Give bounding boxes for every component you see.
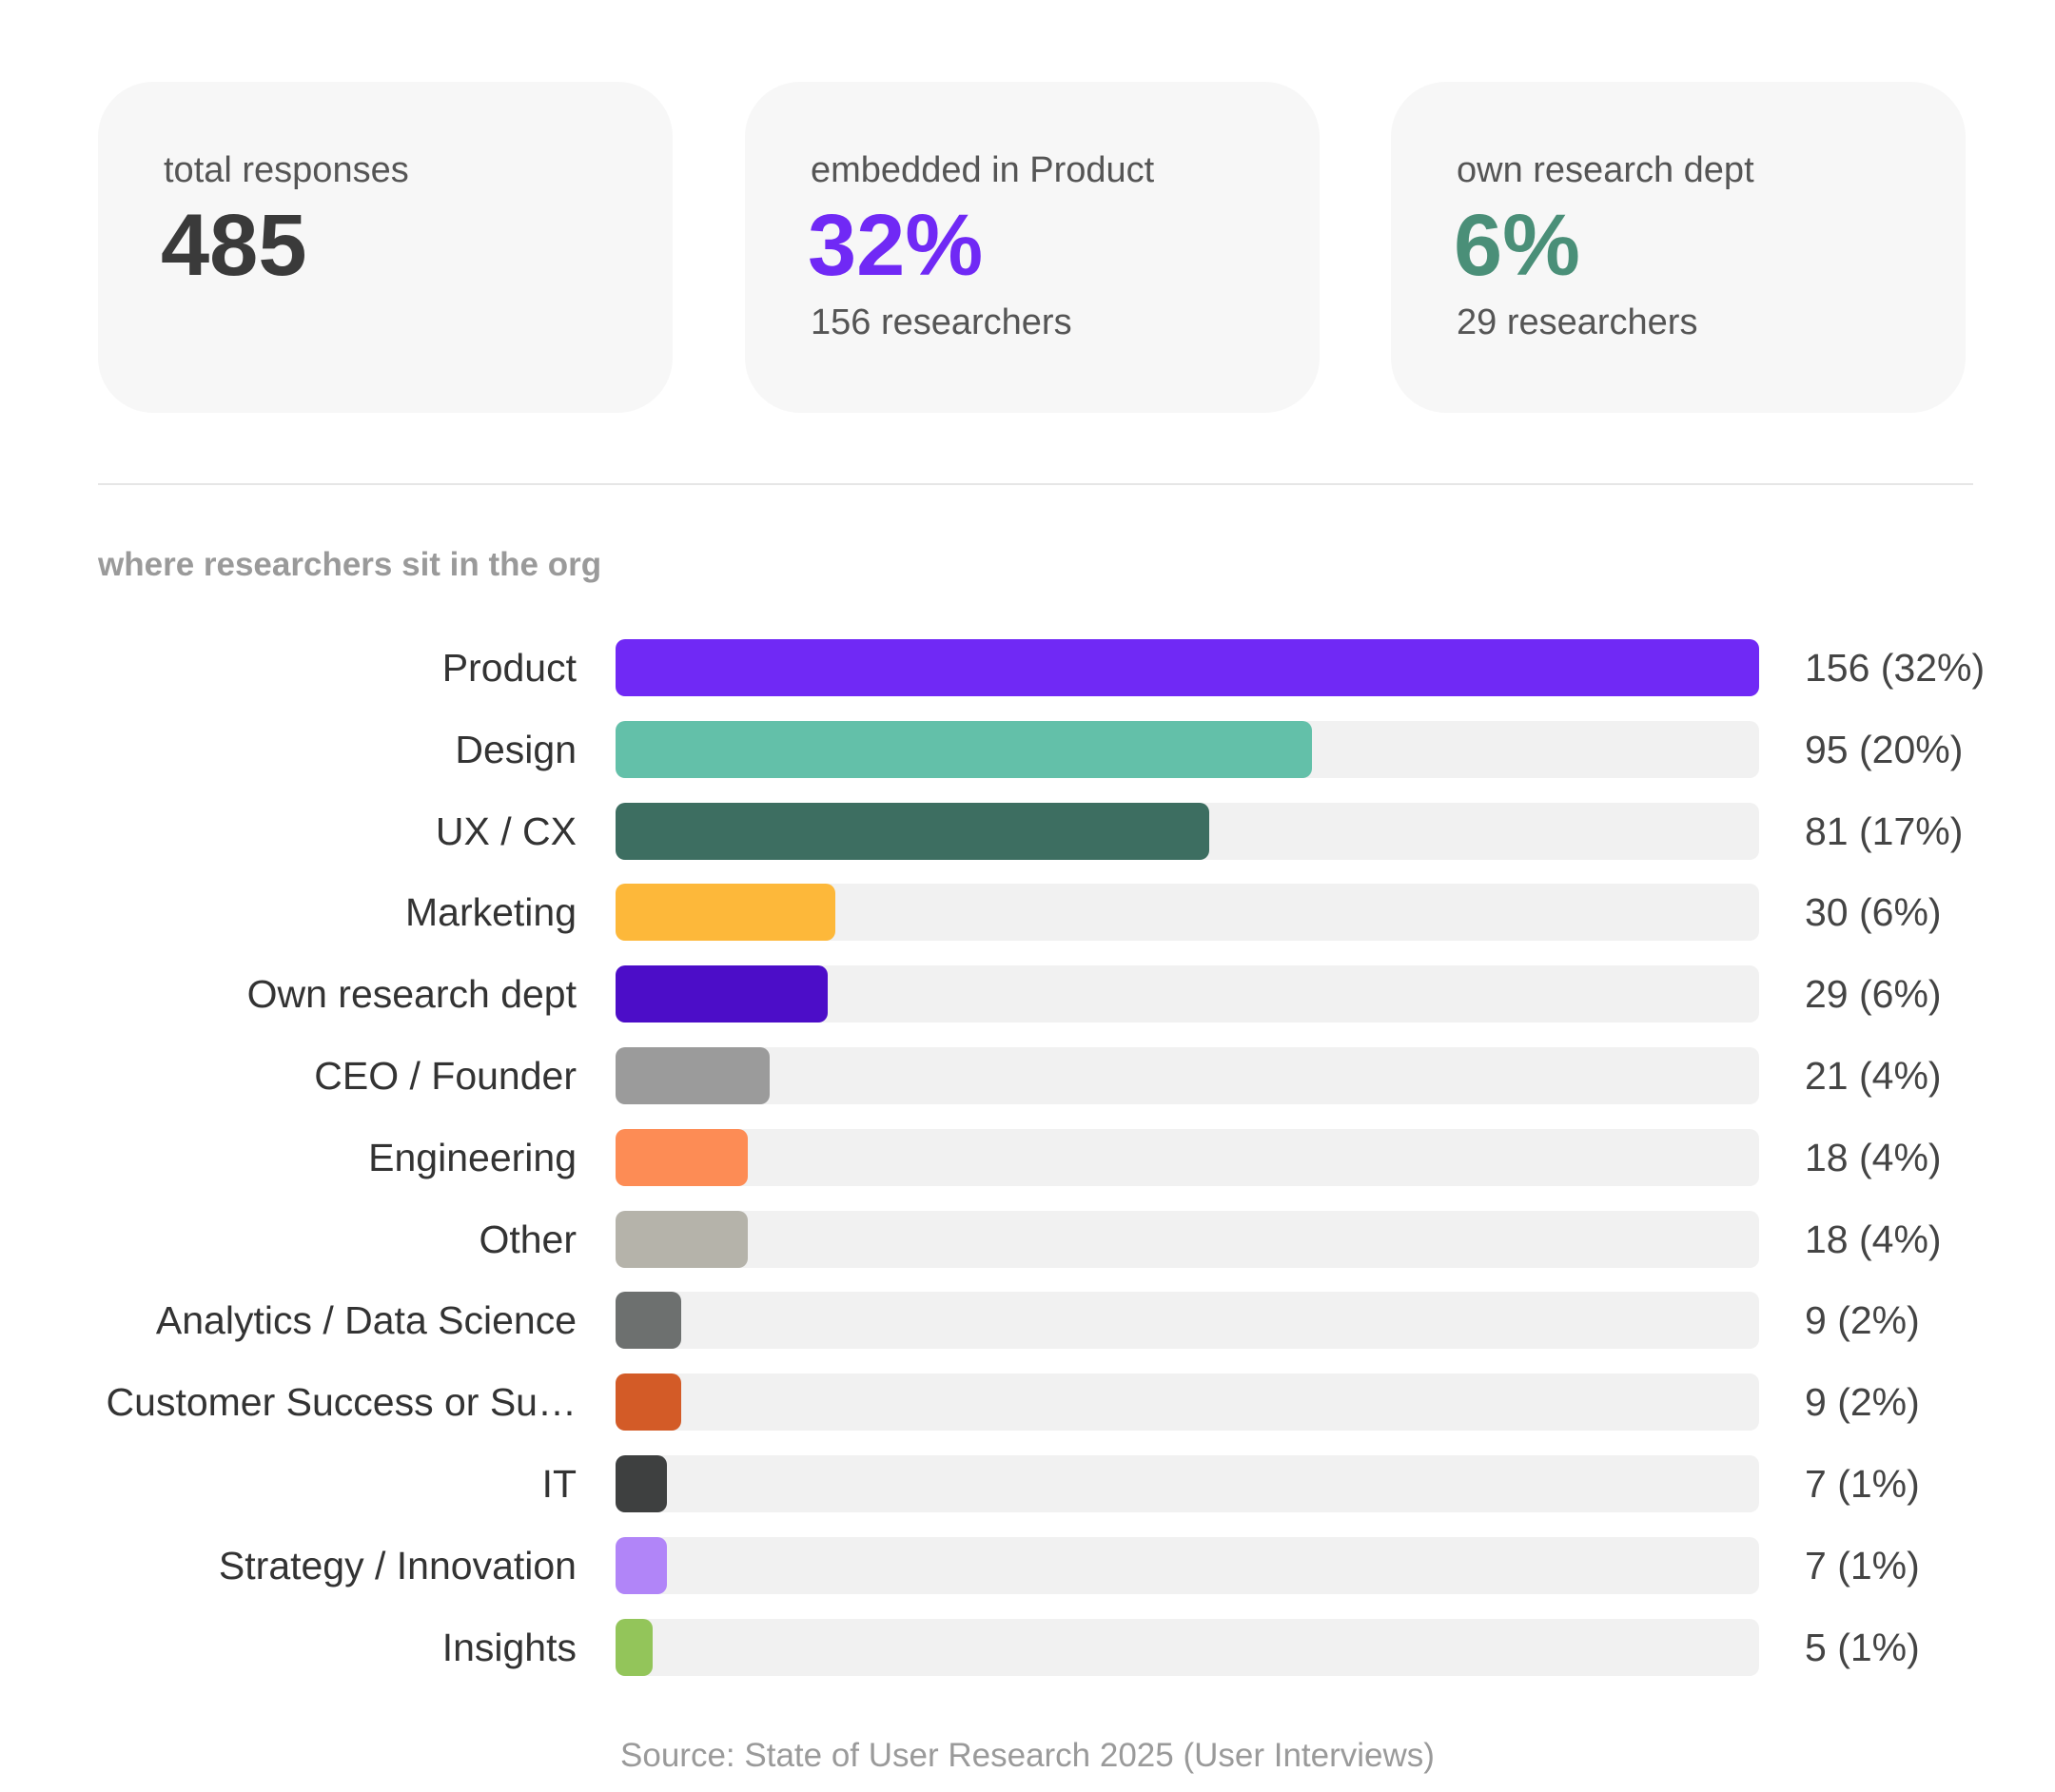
value-label: 7 (1%) (1805, 1544, 1920, 1587)
category-label: Own research dept (246, 972, 577, 1016)
stat-value: 6% (1454, 197, 1580, 294)
stat-label: total responses (164, 150, 409, 190)
value-label: 9 (2%) (1805, 1380, 1920, 1424)
category-label: Other (479, 1217, 577, 1261)
value-label: 30 (6%) (1805, 890, 1942, 934)
category-label: Analytics / Data Science (155, 1298, 577, 1342)
value-label: 29 (6%) (1805, 972, 1942, 1016)
bar-track (616, 803, 1759, 860)
bar (616, 803, 1209, 860)
bar (616, 884, 835, 941)
category-label: Marketing (404, 890, 577, 934)
bar (616, 1047, 770, 1104)
value-label: 9 (2%) (1805, 1298, 1920, 1342)
value-label: 21 (4%) (1805, 1054, 1942, 1098)
stat-card: total responses 485 (98, 82, 673, 413)
bar-track (616, 1619, 1759, 1676)
bar (616, 965, 828, 1023)
divider (98, 483, 1973, 485)
value-label: 156 (32%) (1805, 646, 1986, 690)
bar-track (616, 1537, 1759, 1594)
value-label: 81 (17%) (1805, 809, 1964, 853)
bar-track (616, 1129, 1759, 1186)
bar-track (616, 1211, 1759, 1268)
bar-track (616, 1047, 1759, 1104)
stat-card: embedded in Product 32% 156 researchers (745, 82, 1320, 413)
category-label: Insights (441, 1626, 577, 1669)
bar-track (616, 1292, 1759, 1349)
stat-label: own research dept (1457, 150, 1754, 190)
bar (616, 721, 1312, 778)
section-title: where researchers sit in the org (98, 546, 602, 583)
category-label: Strategy / Innovation (218, 1544, 577, 1587)
bar (616, 1211, 748, 1268)
value-label: 7 (1%) (1805, 1462, 1920, 1506)
bar-track (616, 965, 1759, 1023)
bar (616, 639, 1759, 696)
bar (616, 1373, 681, 1431)
value-label: 5 (1%) (1805, 1626, 1920, 1669)
bar (616, 1537, 667, 1594)
value-label: 18 (4%) (1805, 1136, 1942, 1179)
category-label: CEO / Founder (314, 1054, 577, 1098)
category-label: UX / CX (435, 809, 577, 853)
stat-label: embedded in Product (811, 150, 1155, 190)
bar (616, 1455, 667, 1512)
stat-value: 32% (808, 197, 984, 294)
stat-subtext: 29 researchers (1457, 302, 1698, 342)
category-label: Design (455, 728, 577, 771)
category-label: IT (541, 1462, 577, 1506)
stat-value: 485 (161, 197, 307, 294)
stat-card: own research dept 6% 29 researchers (1391, 82, 1966, 413)
bar (616, 1129, 748, 1186)
bar (616, 1292, 681, 1349)
source-note: Source: State of User Research 2025 (Use… (620, 1737, 1435, 1774)
bar-track (616, 884, 1759, 941)
bar-track (616, 1455, 1759, 1512)
value-label: 18 (4%) (1805, 1217, 1942, 1261)
category-label: Engineering (368, 1136, 577, 1179)
category-label: Product (441, 646, 577, 690)
category-label: Customer Success or Su… (106, 1380, 577, 1424)
value-label: 95 (20%) (1805, 728, 1964, 771)
bar-track (616, 1373, 1759, 1431)
bar-track (616, 721, 1759, 778)
bar-track (616, 639, 1759, 696)
stat-subtext: 156 researchers (811, 302, 1072, 342)
bar (616, 1619, 653, 1676)
